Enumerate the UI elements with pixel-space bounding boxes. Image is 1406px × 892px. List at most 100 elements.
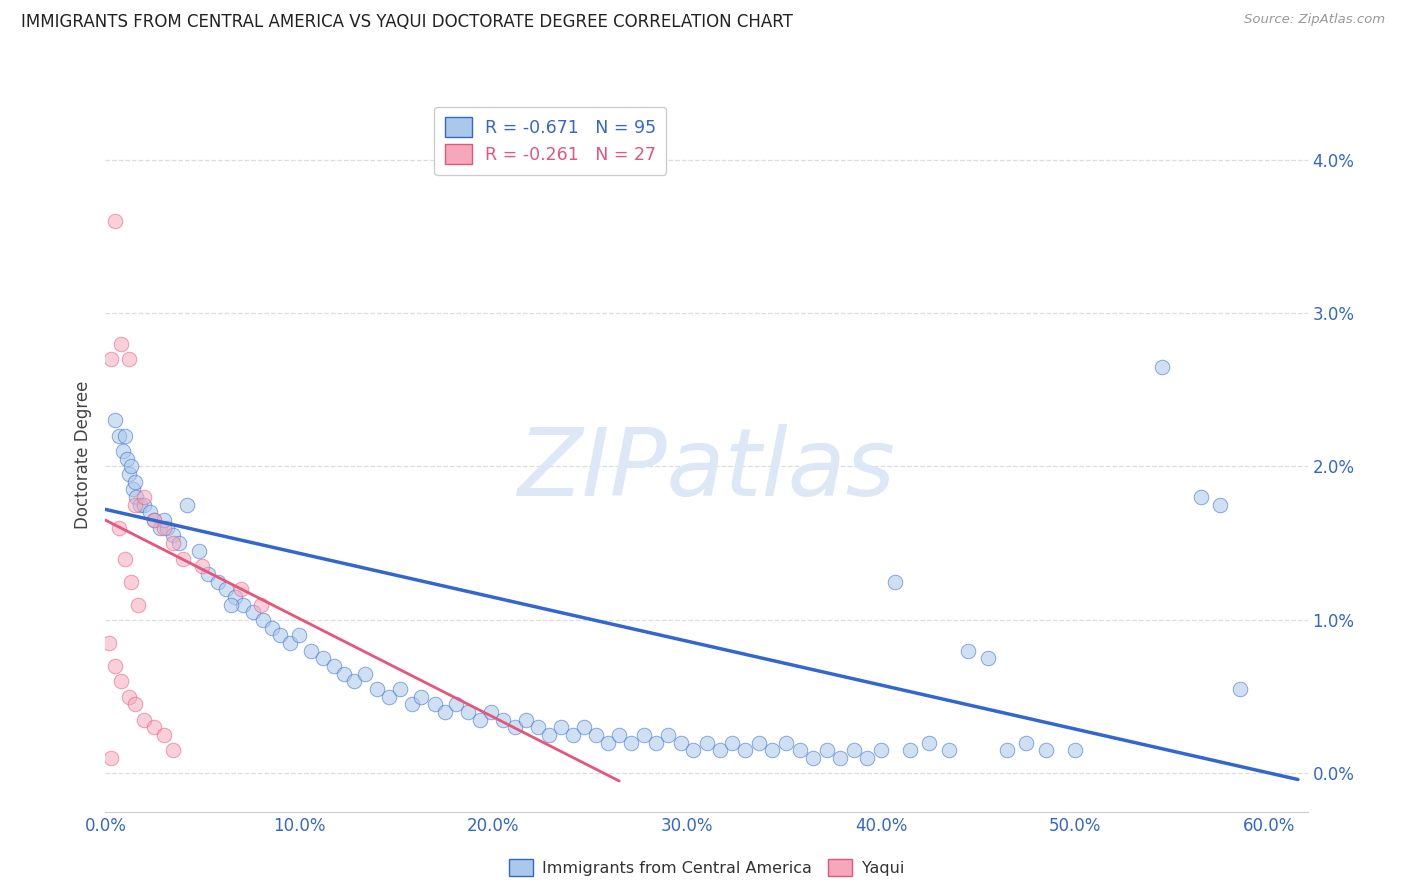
- Point: [142, 720, 165, 734]
- Point: [142, 513, 165, 527]
- Point: [1209, 498, 1232, 512]
- Point: [104, 413, 127, 427]
- Point: [108, 521, 131, 535]
- Text: Source: ZipAtlas.com: Source: ZipAtlas.com: [1244, 13, 1385, 27]
- Point: [682, 743, 704, 757]
- Point: [191, 559, 214, 574]
- Point: [354, 666, 377, 681]
- Point: [124, 698, 146, 712]
- Point: [142, 513, 165, 527]
- Point: [134, 498, 156, 512]
- Point: [842, 743, 865, 757]
- Point: [527, 720, 550, 734]
- Point: [124, 498, 146, 512]
- Point: [278, 636, 301, 650]
- Text: IMMIGRANTS FROM CENTRAL AMERICA VS YAQUI DOCTORATE DEGREE CORRELATION CHART: IMMIGRANTS FROM CENTRAL AMERICA VS YAQUI…: [21, 13, 793, 31]
- Point: [252, 613, 274, 627]
- Point: [125, 490, 148, 504]
- Point: [1152, 359, 1174, 374]
- Point: [224, 590, 246, 604]
- Point: [214, 582, 236, 597]
- Point: [550, 720, 572, 734]
- Point: [574, 720, 596, 734]
- Point: [124, 475, 146, 489]
- Point: [98, 636, 121, 650]
- Point: [492, 713, 515, 727]
- Y-axis label: Doctorate Degree: Doctorate Degree: [73, 381, 91, 529]
- Text: ZIPatlas: ZIPatlas: [517, 424, 896, 515]
- Point: [299, 643, 322, 657]
- Point: [938, 743, 960, 757]
- Point: [129, 498, 152, 512]
- Point: [231, 582, 253, 597]
- Point: [149, 521, 172, 535]
- Point: [401, 698, 423, 712]
- Point: [134, 713, 156, 727]
- Point: [457, 705, 479, 719]
- Point: [120, 459, 142, 474]
- Point: [269, 628, 291, 642]
- Point: [118, 467, 141, 482]
- Point: [918, 736, 941, 750]
- Point: [249, 598, 271, 612]
- Point: [139, 506, 162, 520]
- Point: [108, 428, 131, 442]
- Point: [311, 651, 333, 665]
- Point: [671, 736, 693, 750]
- Point: [162, 528, 184, 542]
- Point: [976, 651, 998, 665]
- Point: [696, 736, 718, 750]
- Point: [323, 659, 346, 673]
- Point: [121, 483, 143, 497]
- Point: [607, 728, 630, 742]
- Point: [288, 628, 311, 642]
- Point: [503, 720, 526, 734]
- Point: [114, 551, 136, 566]
- Point: [734, 743, 756, 757]
- Point: [538, 728, 561, 742]
- Point: [1064, 743, 1087, 757]
- Point: [162, 536, 184, 550]
- Point: [262, 621, 284, 635]
- Point: [775, 736, 797, 750]
- Point: [748, 736, 770, 750]
- Point: [801, 751, 824, 765]
- Point: [856, 751, 879, 765]
- Point: [187, 544, 209, 558]
- Point: [176, 498, 198, 512]
- Point: [118, 690, 141, 704]
- Point: [1189, 490, 1212, 504]
- Point: [433, 705, 456, 719]
- Point: [104, 659, 127, 673]
- Point: [366, 681, 388, 696]
- Point: [221, 598, 243, 612]
- Point: [479, 705, 502, 719]
- Point: [111, 444, 134, 458]
- Point: [389, 681, 412, 696]
- Point: [709, 743, 731, 757]
- Point: [127, 598, 149, 612]
- Point: [114, 428, 136, 442]
- Point: [120, 574, 142, 589]
- Point: [883, 574, 905, 589]
- Point: [115, 451, 138, 466]
- Point: [197, 566, 219, 581]
- Point: [995, 743, 1018, 757]
- Point: [423, 698, 446, 712]
- Point: [1035, 743, 1057, 757]
- Point: [232, 598, 254, 612]
- Point: [870, 743, 893, 757]
- Point: [1015, 736, 1038, 750]
- Point: [761, 743, 783, 757]
- Point: [172, 551, 194, 566]
- Point: [134, 490, 156, 504]
- Point: [167, 536, 190, 550]
- Point: [633, 728, 655, 742]
- Point: [333, 666, 356, 681]
- Point: [830, 751, 852, 765]
- Point: [468, 713, 491, 727]
- Legend: Immigrants from Central America, Yaqui: Immigrants from Central America, Yaqui: [502, 853, 911, 882]
- Point: [585, 728, 607, 742]
- Point: [815, 743, 838, 757]
- Point: [1229, 681, 1251, 696]
